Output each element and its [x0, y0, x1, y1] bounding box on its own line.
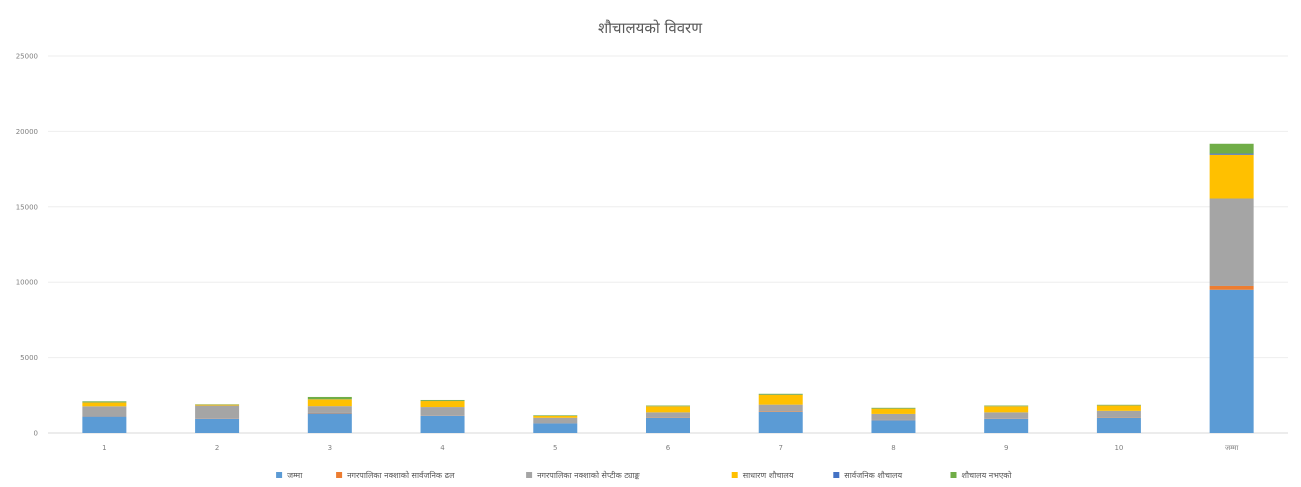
- bar-segment: [82, 406, 127, 417]
- bar-segment: [984, 412, 1029, 419]
- x-axis-tick-labels: 1 2 3 4 5 6 7 8 9 10 जम्मा: [102, 444, 1238, 452]
- x-tick-label: जम्मा: [1225, 444, 1238, 452]
- bar-segment: [420, 415, 465, 433]
- legend: जम्मा नगरपालिका नक्शाको सार्वजनिक ढल नगरपा…: [276, 470, 1012, 480]
- bar-segment: [1096, 404, 1141, 406]
- bar-segment: [1209, 153, 1254, 155]
- y-tick-label: 5000: [20, 354, 38, 362]
- legend-label: जम्मा: [287, 471, 303, 480]
- bar-segment: [871, 413, 916, 420]
- legend-label: नगरपालिका नक्शाको सेप्टीक ट्याङ्क: [537, 470, 640, 480]
- bar-segment: [984, 406, 1029, 413]
- bar-segment: [646, 406, 690, 413]
- bar-segment: [1209, 154, 1254, 199]
- bar-segment: [1096, 417, 1141, 433]
- legend-label: शौचालय नभएको: [962, 470, 1013, 480]
- bar-segment: [420, 401, 465, 408]
- x-tick-label: 2: [215, 444, 219, 452]
- bar-segment: [984, 418, 1029, 433]
- gridlines: [48, 55, 1288, 434]
- bar-segment: [307, 396, 352, 400]
- bars: [82, 143, 1254, 433]
- x-tick-label: 9: [1004, 444, 1008, 452]
- bar-segment: [82, 401, 127, 403]
- bar-segment: [420, 407, 465, 416]
- y-axis-tick-labels: 0 5000 10000 15000 20000 25000: [16, 53, 38, 438]
- legend-swatch: [526, 472, 533, 478]
- bar-segment: [307, 413, 352, 433]
- x-tick-label: 3: [328, 444, 332, 452]
- x-tick-label: 5: [553, 444, 557, 452]
- x-tick-label: 4: [440, 444, 445, 452]
- bar-segment: [646, 417, 690, 433]
- bar-segment: [1096, 405, 1141, 411]
- x-tick-label: 8: [891, 444, 895, 452]
- bar-segment: [533, 415, 578, 416]
- bar-segment: [195, 418, 240, 433]
- y-tick-label: 10000: [16, 279, 38, 287]
- bar-segment: [195, 404, 240, 406]
- legend-label: सार्वजनिक शौचालय: [844, 470, 902, 480]
- x-tick-label: 1: [102, 444, 106, 452]
- legend-swatch: [336, 472, 343, 478]
- bar-segment: [758, 411, 803, 433]
- y-tick-label: 25000: [16, 53, 38, 61]
- bar-segment: [533, 417, 578, 424]
- bar-segment: [307, 399, 352, 407]
- legend-swatch: [731, 472, 738, 478]
- bar-segment: [533, 415, 578, 418]
- chart-title: शौचालयको विवरण: [598, 19, 703, 37]
- bar-segment: [420, 399, 465, 401]
- bar-segment: [82, 416, 127, 433]
- bar-segment: [984, 405, 1029, 407]
- y-tick-label: 0: [34, 430, 38, 438]
- bar-segment: [646, 412, 690, 418]
- bar-segment: [871, 420, 916, 433]
- legend-swatch: [276, 472, 283, 478]
- bar-segment: [871, 407, 916, 409]
- bar-segment: [758, 404, 803, 412]
- x-tick-label: 7: [778, 444, 782, 452]
- legend-swatch: [950, 472, 957, 478]
- legend-label: नगरपालिका नक्शाको सार्वजनिक ढल: [347, 470, 455, 480]
- x-tick-label: 10: [1114, 444, 1123, 452]
- bar-segment: [758, 393, 803, 395]
- bar-segment: [307, 406, 352, 413]
- bar-segment: [1209, 285, 1254, 290]
- bar-segment: [1209, 198, 1254, 286]
- y-tick-label: 20000: [16, 128, 38, 136]
- x-tick-label: 6: [666, 444, 671, 452]
- y-tick-label: 15000: [16, 203, 38, 211]
- bar-segment: [1096, 410, 1141, 418]
- bar-segment: [82, 402, 127, 407]
- bar-segment: [646, 405, 690, 407]
- bar-segment: [758, 394, 803, 405]
- legend-label: साधारण शौचालय: [743, 470, 794, 480]
- bar-segment: [195, 405, 240, 419]
- bar-segment: [1209, 143, 1254, 154]
- bar-segment: [1209, 289, 1254, 433]
- bar-segment: [533, 423, 578, 433]
- bar-segment: [871, 408, 916, 414]
- legend-swatch: [833, 472, 840, 478]
